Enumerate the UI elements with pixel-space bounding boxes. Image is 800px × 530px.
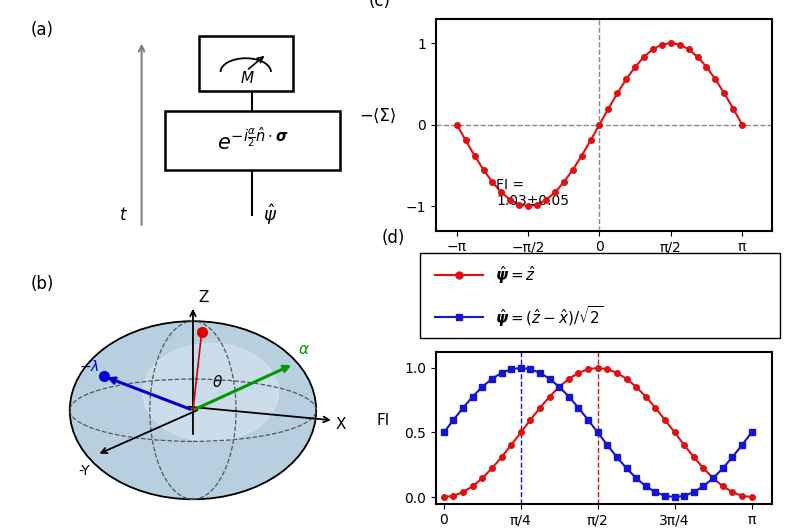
Text: $t$: $t$ xyxy=(119,206,128,224)
Text: FI =
1.03±0.05: FI = 1.03±0.05 xyxy=(497,178,570,208)
FancyBboxPatch shape xyxy=(419,253,781,338)
Text: -Y: -Y xyxy=(78,464,90,478)
Text: $M$: $M$ xyxy=(240,69,255,86)
Text: X: X xyxy=(335,417,346,432)
Text: Z: Z xyxy=(198,289,209,305)
X-axis label: Rotation angle α (rad): Rotation angle α (rad) xyxy=(527,260,681,274)
Text: $\hat{\boldsymbol{\psi}} = \hat{z}$: $\hat{\boldsymbol{\psi}} = \hat{z}$ xyxy=(494,264,536,286)
Text: (a): (a) xyxy=(30,21,54,39)
Text: $e^{-i\frac{\alpha}{2}\hat{n}\cdot\boldsymbol{\sigma}}$: $e^{-i\frac{\alpha}{2}\hat{n}\cdot\bolds… xyxy=(217,127,288,154)
Text: $\theta$: $\theta$ xyxy=(212,374,223,390)
FancyBboxPatch shape xyxy=(165,111,340,170)
Text: $\alpha$: $\alpha$ xyxy=(298,342,310,357)
Text: (b): (b) xyxy=(31,276,54,294)
Circle shape xyxy=(70,321,316,499)
Y-axis label: −⟨Σ⟩: −⟨Σ⟩ xyxy=(359,107,397,125)
Text: (d): (d) xyxy=(382,229,406,247)
Y-axis label: FI: FI xyxy=(377,413,390,428)
Text: (c): (c) xyxy=(369,0,391,10)
FancyBboxPatch shape xyxy=(198,36,293,91)
Text: $\hat{\psi}$: $\hat{\psi}$ xyxy=(262,203,277,227)
Text: $\hat{\boldsymbol{\psi}} = (\hat{z} - \hat{x})/\sqrt{2}$: $\hat{\boldsymbol{\psi}} = (\hat{z} - \h… xyxy=(494,304,603,329)
Text: $-\lambda$: $-\lambda$ xyxy=(78,359,99,374)
Circle shape xyxy=(142,343,278,441)
